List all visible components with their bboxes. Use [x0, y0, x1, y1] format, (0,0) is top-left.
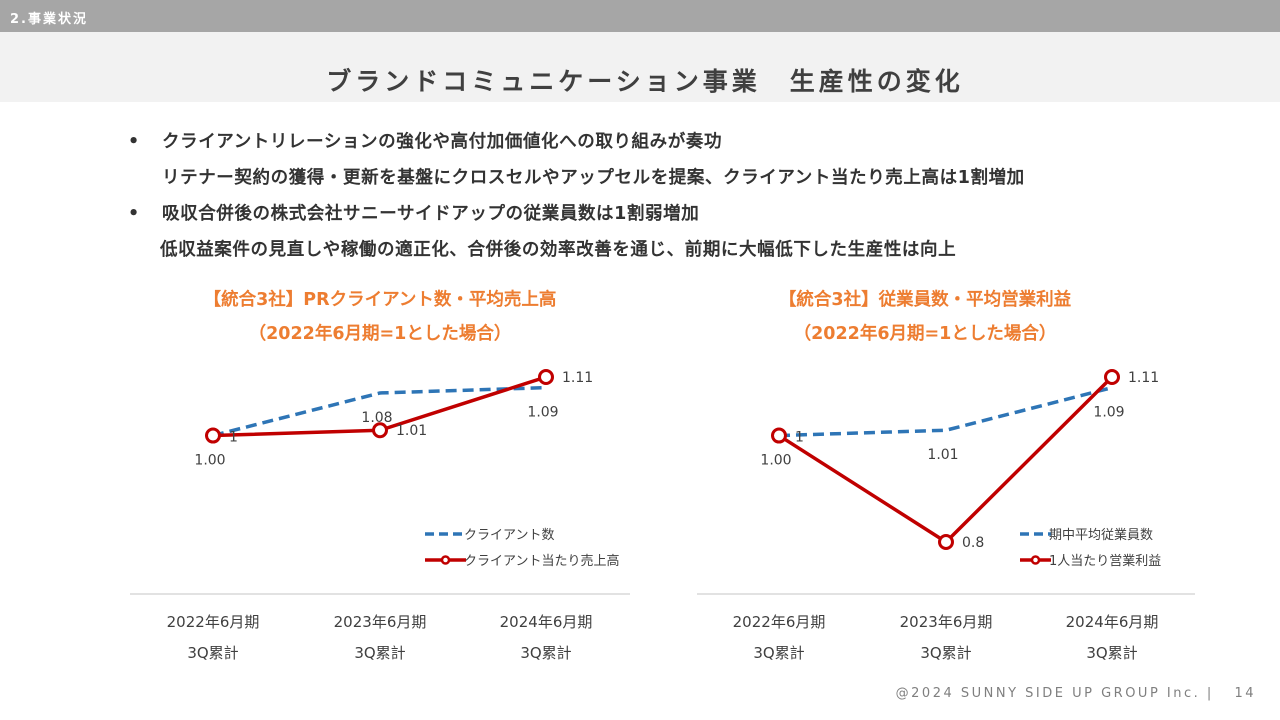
- data-point-marker: [205, 427, 221, 444]
- data-label: 0.8: [962, 535, 984, 551]
- x-tick-label: 2024年6月期: [500, 613, 593, 631]
- bullet-subtext: 低収益案件の見直しや稼働の適正化、合併後の効率改善を通じ、前期に大幅低下した生産…: [128, 232, 1248, 268]
- data-label: 1.11: [562, 370, 593, 386]
- chart-2-title: 【統合3社】従業員数・平均営業利益: [778, 290, 1072, 310]
- legend-marker: [1030, 555, 1041, 565]
- data-label: 1.01: [396, 423, 427, 439]
- data-point-marker: [538, 369, 554, 385]
- bullet-subtext-line: 低収益案件の見直しや稼働の適正化、合併後の効率改善を通じ、前期に大幅低下した生産…: [160, 240, 957, 260]
- data-point-marker: [771, 427, 787, 444]
- legend-marker: [440, 555, 451, 565]
- x-tick-label: 2022年6月期: [167, 613, 260, 631]
- x-tick-sublabel: 3Q累計: [187, 644, 238, 662]
- page-number: 14: [1234, 686, 1256, 701]
- footer: @2024 SUNNY SIDE UP GROUP Inc. | 14: [896, 686, 1256, 701]
- bullet-item: • 吸収合併後の株式会社サニーサイドアップの従業員数は1割弱増加: [128, 196, 1248, 232]
- bullet-marker: •: [128, 204, 140, 224]
- x-tick-sublabel: 3Q累計: [920, 644, 971, 662]
- x-tick-sublabel: 3Q累計: [520, 644, 571, 662]
- chart-2-subtitle: （2022年6月期=1とした場合）: [793, 324, 1057, 344]
- data-label: 1: [795, 430, 804, 446]
- x-tick-sublabel: 3Q累計: [354, 644, 405, 662]
- x-tick-label: 2024年6月期: [1066, 613, 1159, 631]
- section-label: 2.事業状況: [10, 12, 88, 27]
- x-tick-label: 2022年6月期: [733, 613, 826, 631]
- series-line-1: [778, 385, 1113, 438]
- data-label: 1.09: [1093, 405, 1124, 421]
- data-label: 1.11: [1128, 370, 1159, 386]
- data-point-marker: [938, 534, 954, 550]
- data-label: 1.00: [194, 453, 225, 469]
- data-label: 1: [229, 430, 238, 446]
- x-tick-label: 2023年6月期: [900, 613, 993, 631]
- x-tick-label: 2023年6月期: [334, 613, 427, 631]
- section-bar: 2.事業状況: [0, 0, 1280, 32]
- bullet-subtext-line: リテナー契約の獲得・更新を基盤にクロスセルやアップセルを提案、クライアント当たり…: [162, 168, 1025, 188]
- title-band: [0, 32, 1280, 102]
- series-line-1: [212, 385, 547, 438]
- page-title: ブランドコミュニケーション事業 生産性の変化: [326, 67, 964, 96]
- bullet-marker: •: [128, 132, 140, 152]
- bullet-text: 吸収合併後の株式会社サニーサイドアップの従業員数は1割弱増加: [162, 204, 700, 224]
- footer-separator: |: [1206, 686, 1214, 701]
- x-tick-sublabel: 3Q累計: [1086, 644, 1137, 662]
- chart-1-title: 【統合3社】PRクライアント数・平均売上高: [203, 290, 557, 310]
- x-tick-sublabel: 3Q累計: [753, 644, 804, 662]
- data-label: 1.08: [361, 410, 392, 426]
- data-label: 1.09: [527, 405, 558, 421]
- bullet-list: • クライアントリレーションの強化や高付加価値化への取り組みが奏功 リテナー契約…: [128, 124, 1248, 268]
- bullet-subtext: リテナー契約の獲得・更新を基盤にクロスセルやアップセルを提案、クライアント当たり…: [128, 160, 1248, 196]
- copyright: @2024 SUNNY SIDE UP GROUP Inc.: [895, 686, 1201, 701]
- chart-1-subtitle: （2022年6月期=1とした場合）: [248, 324, 512, 344]
- data-label: 1.01: [927, 447, 958, 463]
- data-label: 1.00: [760, 453, 791, 469]
- bullet-item: • クライアントリレーションの強化や高付加価値化への取り組みが奏功: [128, 124, 1248, 160]
- legend-label: 期中平均従業員数: [1049, 527, 1153, 543]
- bullet-text: クライアントリレーションの強化や高付加価値化への取り組みが奏功: [162, 132, 723, 152]
- data-point-marker: [372, 422, 388, 439]
- legend-label: 1人当たり営業利益: [1049, 553, 1161, 569]
- legend-label: クライアント数: [464, 528, 554, 543]
- data-point-marker: [1104, 369, 1120, 385]
- legend-label: クライアント当たり売上高: [464, 553, 619, 569]
